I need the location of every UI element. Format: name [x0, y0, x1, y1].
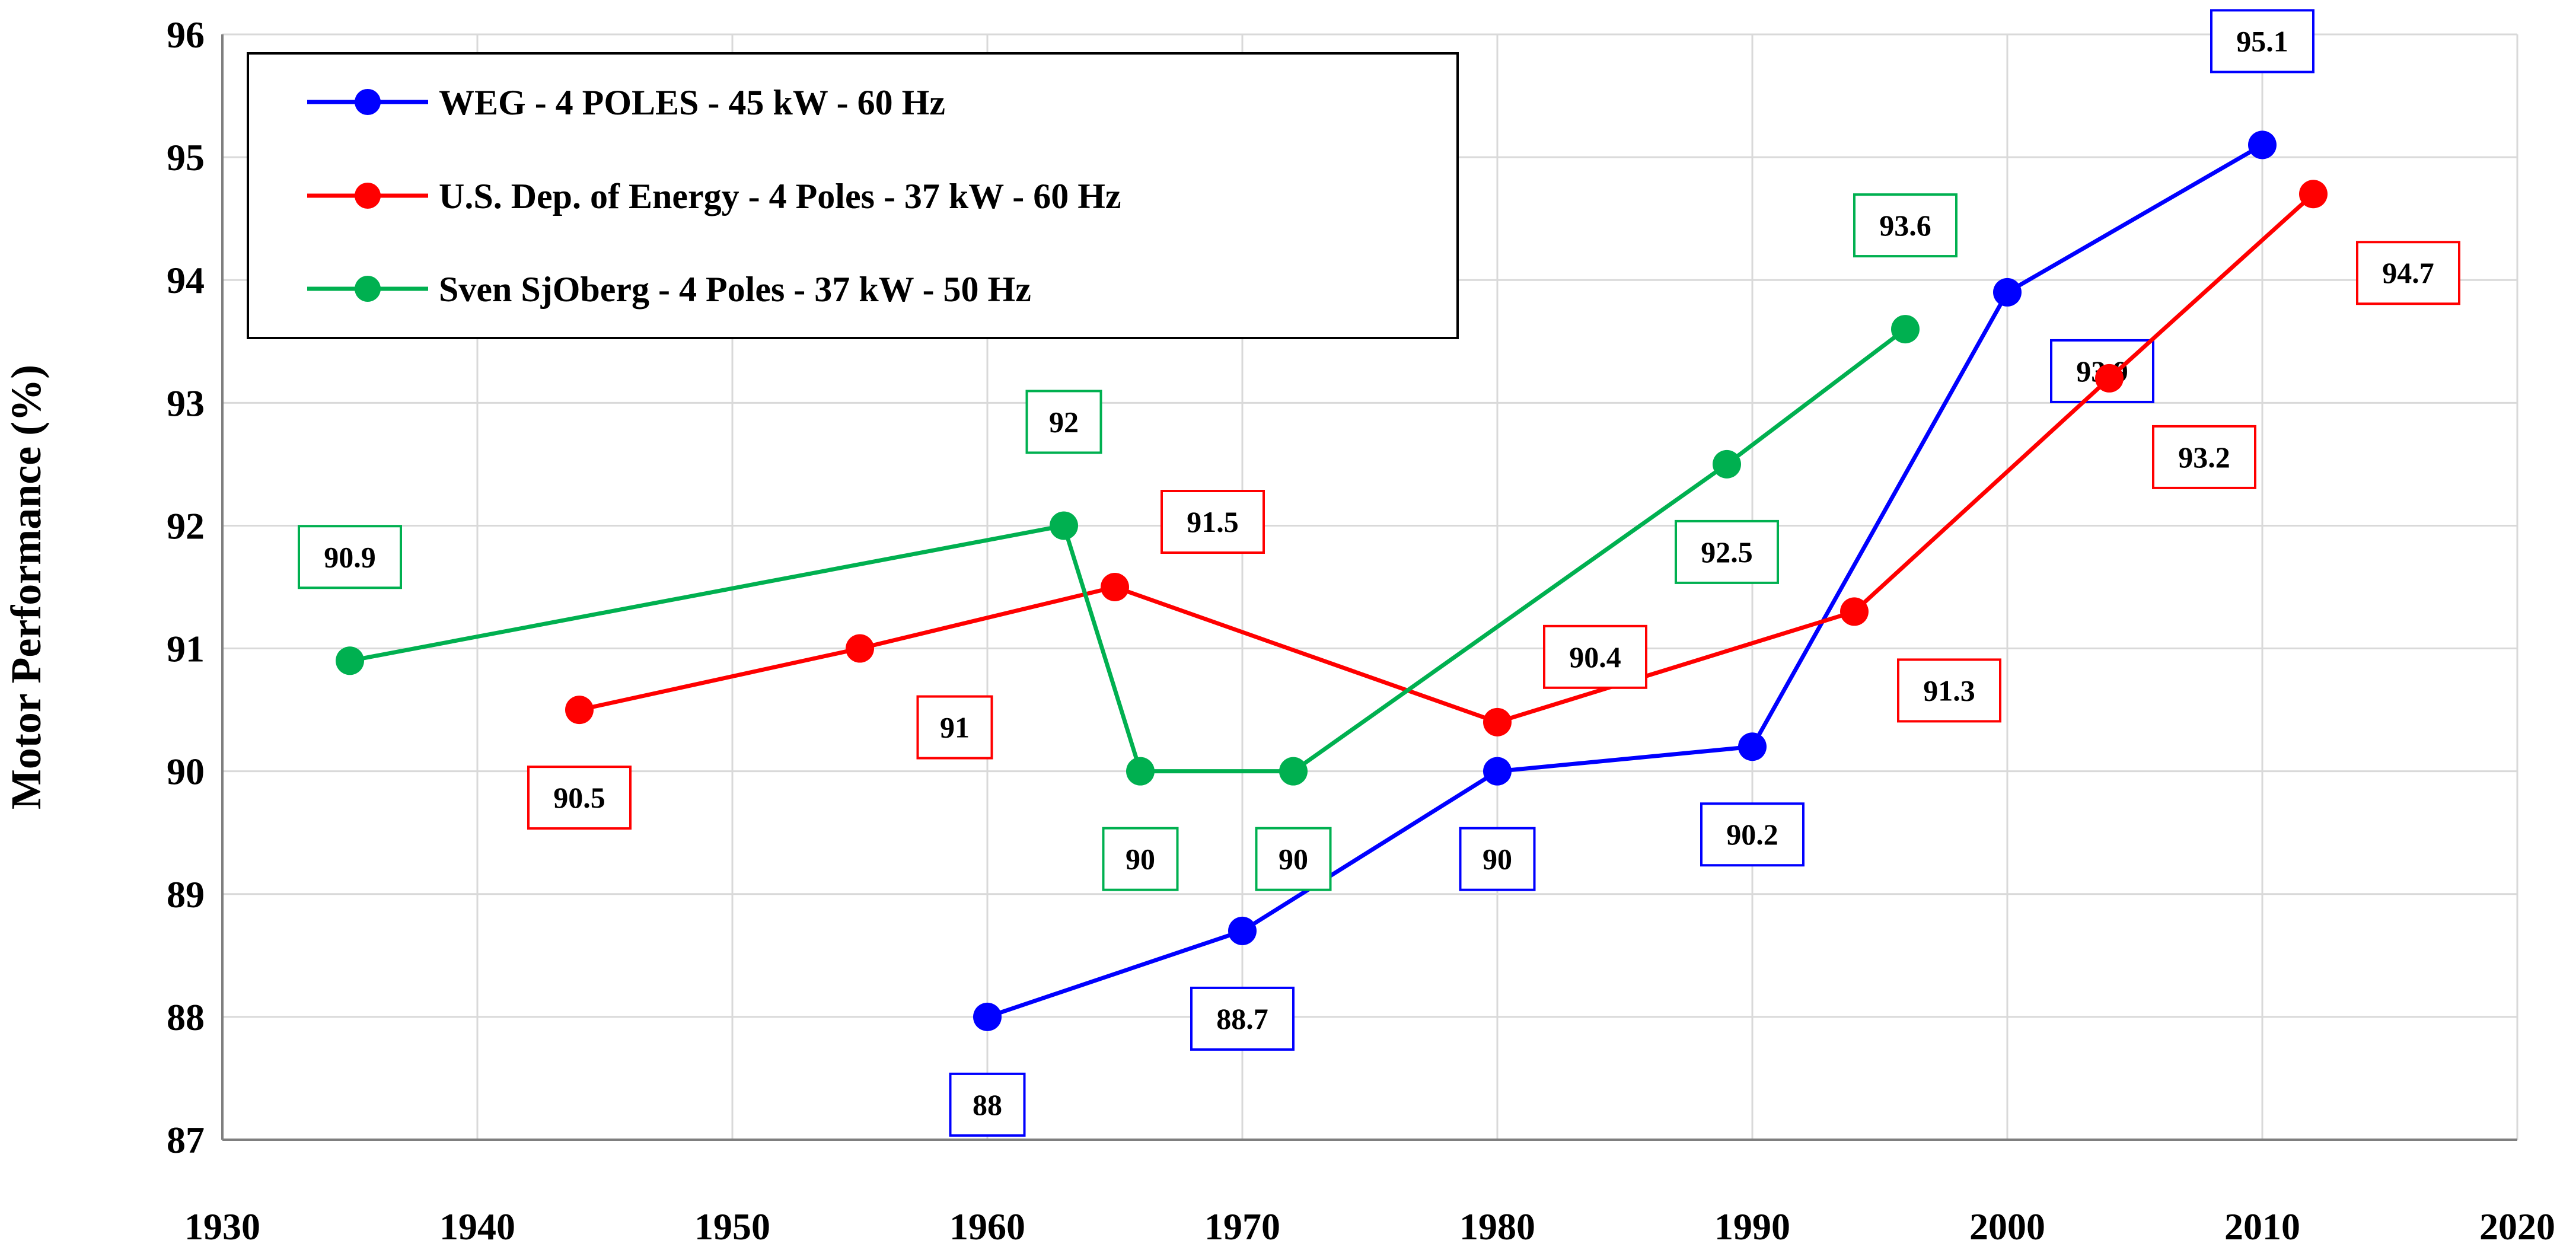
data-point: [1050, 511, 1078, 540]
data-point: [336, 646, 364, 675]
x-tick-label: 2020: [2479, 1206, 2555, 1248]
y-tick-label: 95: [167, 136, 205, 178]
data-point: [1101, 573, 1129, 601]
x-tick-label: 1980: [1459, 1206, 1535, 1248]
data-label-box: [916, 695, 993, 760]
data-label: 88.7: [1216, 1002, 1268, 1035]
data-label-box: [1025, 390, 1102, 454]
data-label-box: [1897, 658, 2001, 723]
data-point: [1483, 757, 1512, 786]
data-point: [1228, 916, 1257, 945]
data-point: [2095, 363, 2124, 393]
data-label-box: [1190, 986, 1295, 1051]
legend-swatch-marker: [355, 89, 381, 115]
data-label-box: [1700, 802, 1805, 867]
data-label-box: [298, 525, 402, 589]
legend-label: WEG - 4 POLES - 45 kW - 60 Hz: [439, 83, 945, 122]
y-tick-label: 92: [167, 505, 205, 547]
data-label: 93.6: [1879, 209, 1931, 242]
data-label: 92: [1049, 405, 1079, 438]
x-tick-label: 1990: [1714, 1206, 1790, 1248]
data-point: [1993, 278, 2022, 307]
data-label: 90: [1279, 843, 1308, 876]
data-label-box: [1255, 827, 1332, 891]
legend-label: U.S. Dep. of Energy - 4 Poles - 37 kW - …: [439, 177, 1121, 216]
data-label: 94.7: [2382, 256, 2434, 289]
data-label: 91.5: [1187, 505, 1239, 538]
y-tick-label: 93: [167, 382, 205, 424]
series-2: 90.5 91 91.5 90.4 91.3 93.2 94.7: [527, 180, 2460, 830]
legend-label: Sven SjOberg - 4 Poles - 37 kW - 50 Hz: [439, 270, 1031, 309]
y-tick-label: 87: [167, 1119, 205, 1161]
data-label: 90.5: [553, 781, 605, 814]
data-label-box: [2210, 9, 2314, 74]
data-label: 95.1: [2236, 24, 2288, 58]
data-label: 88: [973, 1088, 1002, 1121]
y-tick-label: 90: [167, 751, 205, 793]
data-label: 90.9: [324, 540, 376, 573]
y-tick-label: 94: [167, 259, 205, 301]
data-point: [846, 634, 874, 663]
data-label-box: [2356, 241, 2460, 305]
series-line: [986, 143, 2263, 1019]
data-label-box: [2152, 425, 2256, 489]
data-point: [2299, 180, 2328, 209]
data-label-box: [1675, 519, 1779, 584]
x-tick-label: 1940: [439, 1206, 515, 1248]
x-tick-label: 1970: [1204, 1206, 1280, 1248]
data-label-box: [1102, 827, 1179, 891]
data-label: 91: [940, 711, 970, 744]
x-tick-label: 1960: [949, 1206, 1025, 1248]
x-tick-label: 1950: [694, 1206, 770, 1248]
series-3: 90.9 92 90 90 92.5 93.6: [298, 193, 1957, 891]
legend-swatch-marker: [355, 276, 381, 302]
data-label: 90: [1483, 843, 1512, 876]
y-tick-label: 89: [167, 873, 205, 916]
data-label: 90: [1126, 843, 1155, 876]
y-tick-label: 88: [167, 996, 205, 1038]
data-label-box: [1459, 827, 1536, 891]
x-tick-label: 2000: [1969, 1206, 2045, 1248]
axes: 1930 1940 1950 1960 1970 1980 1990 2000 2010 2020…: [167, 14, 2555, 1248]
data-point: [2248, 130, 2277, 160]
data-point: [565, 696, 594, 725]
legend-swatch-marker: [355, 183, 381, 209]
data-point: [1279, 757, 1308, 786]
data-label-box: [1161, 490, 1265, 554]
y-axis-title: Motor Performance (%): [2, 365, 50, 809]
data-label: 90.4: [1569, 640, 1621, 674]
legend: WEG - 4 POLES - 45 kW - 60 Hz U.S. Dep. o…: [247, 52, 1459, 339]
series-layer: 8888.79090.293.995.190.59191.590.491.393…: [298, 9, 2460, 1137]
series-line: [349, 327, 1907, 774]
data-point: [1840, 597, 1869, 626]
x-tick-label: 2010: [2224, 1206, 2300, 1248]
data-label-box: [1853, 193, 1957, 258]
data-label: 93.2: [2178, 441, 2230, 474]
y-tick-label: 91: [167, 628, 205, 670]
data-label: 90.2: [1726, 818, 1778, 851]
data-label-box: [1543, 624, 1647, 689]
data-point: [1483, 707, 1512, 736]
data-label-box: [527, 766, 632, 830]
data-label: 91.3: [1923, 674, 1975, 707]
data-point: [1713, 449, 1741, 479]
data-point: [1891, 315, 1920, 344]
legend-box: [247, 52, 1459, 339]
data-label-box: [949, 1072, 1026, 1137]
y-tick-label: 96: [167, 14, 205, 56]
data-point: [973, 1002, 1002, 1031]
x-tick-label: 1930: [184, 1206, 260, 1248]
data-point: [1126, 757, 1155, 786]
data-point: [1738, 732, 1767, 761]
data-label: 92.5: [1701, 535, 1753, 569]
